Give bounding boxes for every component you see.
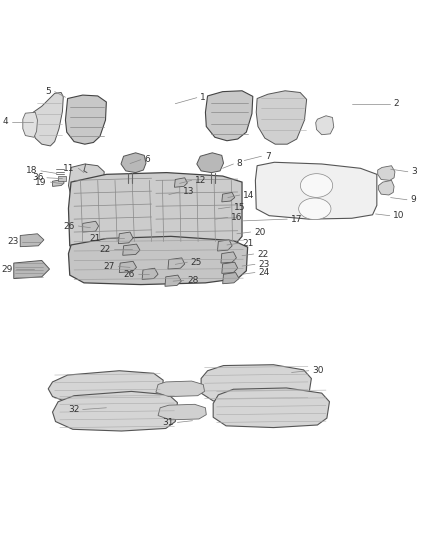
Polygon shape [221, 252, 237, 263]
Text: 20: 20 [254, 228, 265, 237]
Polygon shape [118, 232, 133, 244]
Text: 21: 21 [243, 239, 254, 248]
Text: 9: 9 [410, 195, 416, 204]
Text: 26: 26 [64, 222, 75, 230]
Polygon shape [222, 262, 238, 273]
Text: 30: 30 [312, 366, 324, 375]
Text: 2: 2 [393, 99, 399, 108]
Polygon shape [68, 173, 242, 256]
Polygon shape [121, 153, 146, 173]
Text: 18: 18 [26, 166, 38, 175]
Text: 3: 3 [411, 167, 417, 176]
Polygon shape [218, 240, 232, 251]
Polygon shape [53, 180, 64, 187]
Text: 21: 21 [89, 233, 101, 243]
Polygon shape [156, 381, 205, 397]
Polygon shape [83, 221, 99, 232]
Polygon shape [255, 162, 377, 219]
Polygon shape [205, 91, 253, 141]
Bar [58, 176, 66, 181]
Text: 15: 15 [234, 203, 245, 212]
Polygon shape [168, 258, 185, 269]
Polygon shape [256, 91, 307, 144]
Ellipse shape [299, 198, 331, 220]
Polygon shape [53, 391, 177, 431]
Text: 32: 32 [68, 405, 79, 414]
Text: 28: 28 [187, 276, 199, 285]
Text: 11: 11 [64, 164, 75, 173]
Polygon shape [378, 166, 395, 180]
Polygon shape [20, 234, 44, 247]
Text: 27: 27 [104, 262, 115, 271]
Text: 23: 23 [258, 260, 270, 269]
Text: 22: 22 [99, 245, 111, 254]
Ellipse shape [300, 174, 333, 197]
Polygon shape [213, 388, 329, 427]
Text: 19: 19 [35, 177, 47, 187]
Polygon shape [14, 261, 49, 279]
Text: 4: 4 [3, 117, 8, 126]
Text: 29: 29 [1, 264, 12, 273]
Polygon shape [197, 153, 223, 173]
Text: 22: 22 [257, 249, 268, 259]
Text: 16: 16 [231, 213, 243, 222]
Text: 26: 26 [124, 270, 135, 279]
Polygon shape [174, 178, 187, 187]
Polygon shape [48, 371, 163, 405]
Text: 31: 31 [162, 418, 174, 427]
Polygon shape [223, 272, 239, 284]
Polygon shape [316, 116, 334, 135]
Text: 23: 23 [7, 237, 19, 246]
Polygon shape [378, 180, 394, 195]
Text: 17: 17 [291, 215, 302, 224]
Text: 13: 13 [183, 188, 194, 197]
Text: 8: 8 [237, 159, 243, 168]
Polygon shape [119, 261, 137, 272]
Polygon shape [32, 93, 64, 146]
Text: 24: 24 [258, 268, 270, 277]
Text: 25: 25 [191, 257, 202, 266]
Text: 6: 6 [144, 155, 150, 164]
Polygon shape [65, 95, 106, 144]
Polygon shape [142, 268, 158, 279]
Polygon shape [68, 164, 104, 202]
Polygon shape [123, 244, 140, 255]
Polygon shape [165, 275, 181, 286]
Polygon shape [201, 365, 311, 403]
Text: 10: 10 [393, 211, 405, 220]
Text: 1: 1 [200, 93, 206, 102]
Text: 36: 36 [32, 173, 43, 182]
Text: 7: 7 [265, 152, 271, 161]
Text: 5: 5 [46, 87, 51, 96]
Polygon shape [68, 236, 247, 285]
Text: 14: 14 [244, 190, 255, 199]
Polygon shape [222, 192, 235, 202]
Text: 12: 12 [195, 176, 206, 185]
Polygon shape [23, 112, 38, 138]
Polygon shape [158, 405, 206, 420]
